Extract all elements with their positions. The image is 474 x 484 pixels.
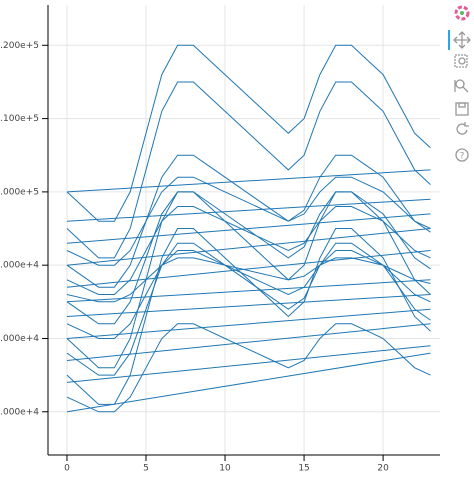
toolbar: ?: [448, 5, 471, 162]
series-line: [66, 228, 431, 405]
series-line: [66, 198, 431, 222]
pan-tool[interactable]: [453, 31, 471, 49]
series-line: [66, 81, 431, 259]
y-tick-label: 1.000e+5: [0, 187, 39, 197]
series-line: [66, 250, 431, 288]
series-line: [66, 169, 431, 193]
x-tick-label: 10: [219, 464, 231, 474]
series-line: [66, 191, 431, 369]
series-line: [66, 250, 431, 339]
series-line: [66, 176, 431, 266]
plot-area: 0 5 10 15 20 7.000e+4 8.000e+4 9.000e+4 1.000e+5…: [0, 5, 440, 474]
series-line: [66, 44, 431, 222]
x-tick-label: 0: [64, 464, 70, 474]
series-line: [66, 206, 431, 295]
y-tick-label: 7.000e+4: [0, 407, 39, 417]
series-line: [66, 257, 431, 303]
x-tick-label: 20: [377, 464, 389, 474]
series-line: [66, 308, 431, 339]
series-line: [66, 213, 431, 244]
series-line: [66, 242, 431, 376]
series-line: [66, 294, 431, 317]
reset-tool[interactable]: [456, 122, 469, 135]
y-tick-label: 9.000e+4: [0, 261, 39, 271]
bokeh-logo[interactable]: [454, 5, 470, 21]
series-line: [66, 323, 431, 413]
series-line: [66, 191, 431, 325]
save-tool[interactable]: [455, 102, 469, 116]
wheel-zoom-tool[interactable]: [454, 79, 469, 93]
series-line: [66, 345, 431, 383]
x-tick-label: 15: [298, 464, 309, 474]
series-line: [66, 352, 431, 413]
series-line: [66, 279, 431, 303]
svg-text:?: ?: [460, 152, 465, 162]
box-zoom-tool[interactable]: [454, 54, 468, 68]
series-line: [66, 228, 431, 266]
x-tick-label: 5: [143, 464, 149, 474]
series-line: [66, 154, 431, 288]
help-tool[interactable]: ?: [455, 148, 469, 162]
y-tick-label: 1.100e+5: [0, 114, 39, 124]
series-line: [66, 323, 431, 361]
y-tick-label: 1.200e+5: [0, 41, 39, 51]
y-tick-label: 8.000e+4: [0, 334, 39, 344]
